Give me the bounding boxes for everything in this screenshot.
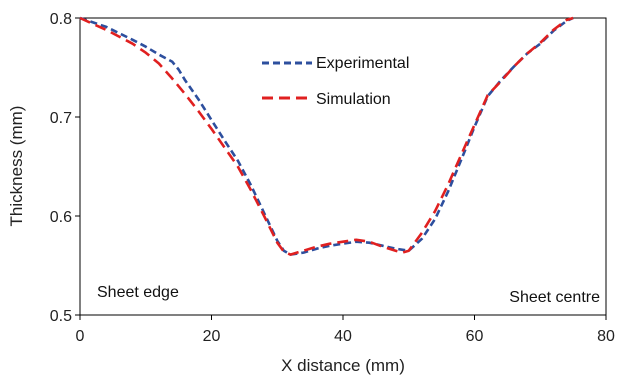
y-tick-label: 0.7 bbox=[50, 110, 72, 127]
y-axis-title: Thickness (mm) bbox=[7, 106, 26, 227]
y-tick-label: 0.6 bbox=[50, 209, 72, 226]
legend: Experimental Simulation bbox=[262, 55, 409, 108]
y-tick-label: 0.8 bbox=[50, 11, 72, 28]
x-tick-label: 60 bbox=[466, 328, 484, 345]
x-tick-label: 0 bbox=[76, 328, 85, 345]
y-tick-label: 0.5 bbox=[50, 308, 72, 325]
annotation-sheet-edge: Sheet edge bbox=[97, 284, 179, 301]
x-axis-title: X distance (mm) bbox=[281, 356, 405, 375]
x-tick-label: 80 bbox=[597, 328, 615, 345]
series-line-experimental bbox=[79, 16, 574, 256]
x-tick-label: 40 bbox=[334, 328, 352, 345]
series-layer bbox=[79, 16, 574, 256]
series-line-simulation bbox=[79, 16, 574, 256]
legend-label-experimental: Experimental bbox=[316, 55, 409, 72]
annotation-sheet-centre: Sheet centre bbox=[509, 289, 600, 306]
plot-axes bbox=[75, 17, 607, 320]
legend-label-simulation: Simulation bbox=[316, 91, 391, 108]
tick-labels: 0 20 40 60 80 0.5 0.6 0.7 0.8 bbox=[50, 11, 615, 345]
x-tick-label: 20 bbox=[203, 328, 221, 345]
